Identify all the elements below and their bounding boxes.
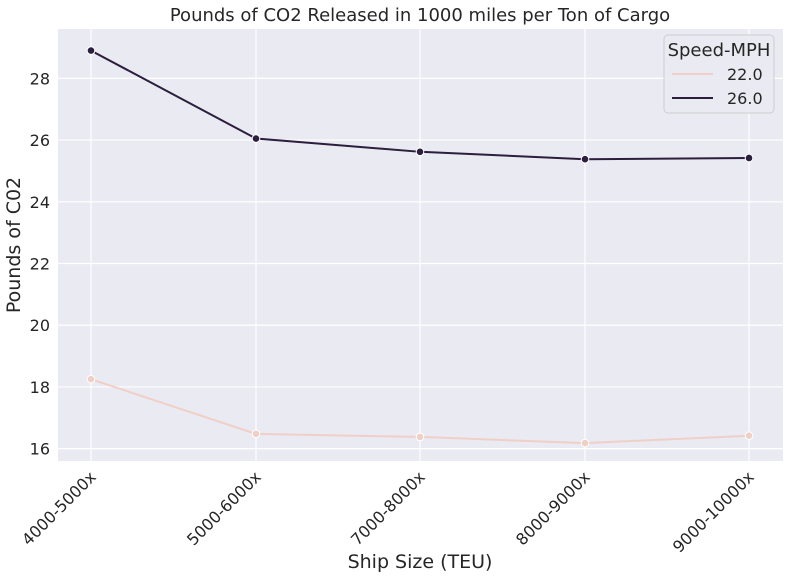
y-tick-label-3: 22: [30, 255, 50, 274]
legend: Speed-MPH 22.0 26.0: [663, 34, 775, 114]
x-tick-label-3: 8000-9000x: [512, 467, 594, 549]
data-point-26-0-0: [86, 46, 96, 55]
data-point-22-0-2: [415, 432, 425, 442]
y-tick-label-6: 28: [30, 69, 50, 88]
legend-box: [663, 34, 775, 114]
data-point-22-0-4: [744, 431, 754, 440]
series-group: [86, 46, 754, 448]
data-point-26-0-3: [580, 154, 590, 164]
y-tick-label-0: 16: [30, 440, 50, 459]
x-axis-label: Ship Size (TEU): [348, 551, 493, 573]
y-tick-label-2: 20: [30, 316, 50, 335]
y-axis-label: Pounds of C02: [3, 177, 25, 313]
data-point-26-0-4: [744, 153, 754, 163]
data-point-22-0-1: [251, 429, 261, 439]
legend-title: Speed-MPH: [668, 40, 771, 61]
x-tick-label-2: 7000-8000x: [347, 467, 429, 549]
data-point-26-0-1: [251, 134, 261, 143]
y-tick-labels: 16 18 20 22 24 26 28: [30, 69, 50, 458]
data-point-22-0-0: [86, 374, 96, 384]
x-tick-labels: 4000-5000x 5000-6000x 7000-8000x 8000-9000x…: [18, 467, 758, 556]
y-tick-label-4: 24: [30, 193, 50, 212]
data-point-22-0-3: [580, 438, 590, 448]
data-point-26-0-2: [415, 147, 425, 157]
x-tick-label-0: 4000-5000x: [18, 467, 100, 549]
y-tick-label-5: 26: [30, 131, 50, 150]
legend-label-26: 26.0: [727, 89, 763, 108]
y-tick-label-1: 18: [30, 378, 50, 397]
grid-lines: [58, 29, 783, 461]
chart-title: Pounds of CO2 Released in 1000 miles per…: [170, 5, 670, 26]
x-tick-label-4: 9000-10000x: [669, 467, 758, 556]
legend-label-22: 22.0: [727, 65, 763, 84]
x-tick-label-1: 5000-6000x: [183, 467, 265, 549]
